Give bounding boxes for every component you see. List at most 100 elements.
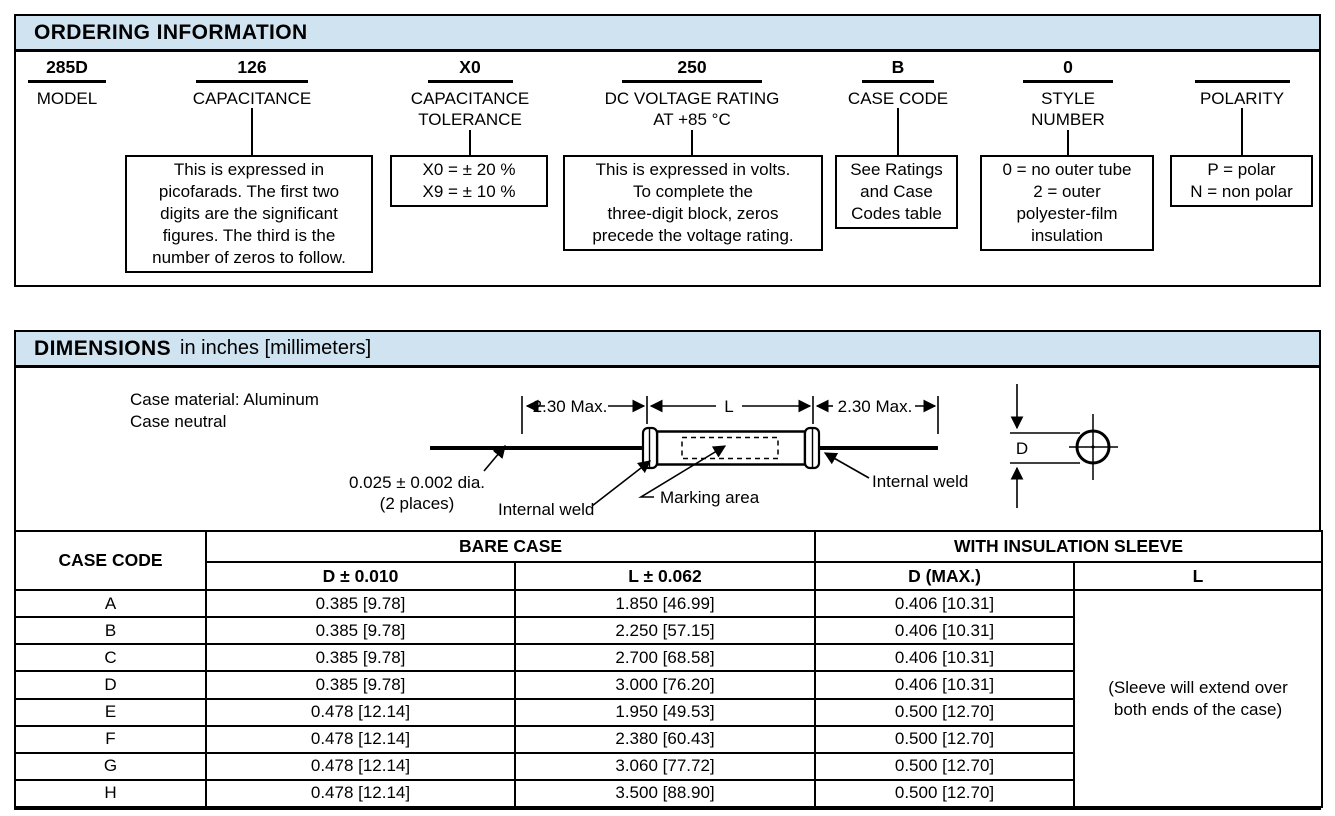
column-label: CASE CODE bbox=[847, 89, 949, 108]
column-label: AT +85 °C bbox=[653, 110, 731, 129]
table-row: C 0.385 [9.78] 2.700 [68.58] 0.406 [10.3… bbox=[14, 643, 1322, 673]
cell-d: 0.385 [9.78] bbox=[205, 670, 516, 700]
column-label: CAPACITANCE bbox=[192, 89, 312, 108]
table-row: D 0.385 [9.78] 3.000 [76.20] 0.406 [10.3… bbox=[14, 670, 1322, 700]
column-label: POLARITY bbox=[1199, 89, 1285, 108]
internal-weld-left-leader bbox=[591, 460, 652, 507]
ordering-column-voltage: 250 DC VOLTAGE RATING AT +85 °C bbox=[577, 57, 807, 130]
table-row: E 0.478 [12.14] 1.950 [49.53] 0.500 [12.… bbox=[14, 697, 1322, 727]
ordering-title: ORDERING INFORMATION bbox=[34, 20, 308, 44]
marking-area-leader bbox=[638, 445, 727, 498]
col-header-d: D ± 0.010 bbox=[205, 561, 516, 591]
marking-area-rect bbox=[681, 436, 779, 460]
code-underline bbox=[28, 80, 106, 83]
d-dimension-label: D bbox=[1016, 439, 1028, 458]
cell-d: 0.478 [12.14] bbox=[205, 697, 516, 727]
ordering-column-tolerance: X0 CAPACITANCE TOLERANCE bbox=[385, 57, 555, 130]
cell-d: 0.478 [12.14] bbox=[205, 724, 516, 754]
connector-line bbox=[469, 130, 471, 155]
cell-case-code: A bbox=[14, 588, 207, 619]
table-row: B 0.385 [9.78] 2.250 [57.15] 0.406 [10.3… bbox=[14, 616, 1322, 646]
capacitor-dimension-diagram: 2.30 Max. L 2.30 Max. 0.025 ± 0.002 dia.… bbox=[349, 384, 1118, 519]
cell-l: 2.380 [60.43] bbox=[513, 724, 817, 754]
cell-dmax: 0.406 [10.31] bbox=[814, 643, 1076, 673]
lead-dia-leader bbox=[483, 445, 506, 472]
cell-l: 1.950 [49.53] bbox=[513, 697, 817, 727]
cell-dmax: 0.500 [12.70] bbox=[814, 751, 1076, 781]
connector-line bbox=[1241, 108, 1243, 155]
group-header-bare-case: BARE CASE bbox=[204, 530, 817, 563]
cell-case-code: G bbox=[14, 751, 207, 781]
ordering-column-capacitance: 126 CAPACITANCE bbox=[162, 57, 342, 109]
cell-case-code: D bbox=[14, 670, 207, 700]
cell-case-code: H bbox=[14, 778, 207, 809]
order-code-capacitance: 126 bbox=[237, 57, 267, 77]
case-material-note: Case material: Aluminum Case neutral bbox=[130, 390, 319, 431]
table-row: H 0.478 [12.14] 3.500 [88.90] 0.500 [12.… bbox=[14, 778, 1322, 809]
tolerance-note-box: X0 = ± 20 % X9 = ± 10 % bbox=[390, 155, 548, 207]
internal-weld-right-label: Internal weld bbox=[872, 472, 968, 491]
order-code-model: 285D bbox=[46, 57, 88, 77]
capacitor-body bbox=[655, 430, 807, 466]
cell-l: 3.500 [88.90] bbox=[513, 778, 817, 809]
capacitance-note-box: This is expressed in picofarads. The fir… bbox=[125, 155, 373, 273]
code-overline bbox=[1194, 80, 1290, 83]
col-header-case-code: CASE CODE bbox=[14, 530, 207, 591]
connector-line bbox=[897, 108, 899, 155]
dim-center-label: L bbox=[724, 397, 733, 416]
cell-dmax: 0.406 [10.31] bbox=[814, 670, 1076, 700]
code-underline bbox=[622, 80, 762, 83]
col-header-l2: L bbox=[1073, 561, 1324, 591]
cell-d: 0.385 [9.78] bbox=[205, 643, 516, 673]
style-note-box: 0 = no outer tube 2 = outer polyester-fi… bbox=[980, 155, 1154, 251]
group-header-sleeve: WITH INSULATION SLEEVE bbox=[814, 530, 1324, 563]
cell-l: 2.700 [68.58] bbox=[513, 643, 817, 673]
cell-case-code: E bbox=[14, 697, 207, 727]
cell-dmax: 0.406 [10.31] bbox=[814, 616, 1076, 646]
cell-l: 3.060 [77.72] bbox=[513, 751, 817, 781]
col-header-dmax: D (MAX.) bbox=[814, 561, 1076, 591]
dim-right-label: 2.30 Max. bbox=[838, 397, 913, 416]
voltage-note-box: This is expressed in volts. To complete … bbox=[563, 155, 823, 251]
crosshair-center-dot bbox=[1091, 445, 1095, 449]
dim-left-label: 2.30 Max. bbox=[533, 397, 608, 416]
cell-case-code: B bbox=[14, 616, 207, 646]
table-row: G 0.478 [12.14] 3.060 [77.72] 0.500 [12.… bbox=[14, 751, 1322, 781]
cell-dmax: 0.406 [10.31] bbox=[814, 588, 1076, 619]
polarity-note-box: P = polar N = non polar bbox=[1170, 155, 1313, 207]
cell-l: 3.000 [76.20] bbox=[513, 670, 817, 700]
column-label: DC VOLTAGE RATING bbox=[604, 89, 780, 108]
code-underline bbox=[862, 80, 934, 83]
dimensions-section: DIMENSIONS in inches [millimeters] Case … bbox=[14, 330, 1324, 810]
code-underline bbox=[196, 80, 308, 83]
table-row: F 0.478 [12.14] 2.380 [60.43] 0.500 [12.… bbox=[14, 724, 1322, 754]
order-code-case: B bbox=[891, 57, 905, 77]
dimensions-header-band: DIMENSIONS in inches [millimeters] bbox=[16, 332, 1319, 368]
lead-diameter-label: 0.025 ± 0.002 dia. bbox=[349, 473, 485, 492]
column-label: TOLERANCE bbox=[418, 110, 522, 129]
col-header-l: L ± 0.062 bbox=[513, 561, 817, 591]
connector-line bbox=[1067, 130, 1069, 155]
cell-case-code: C bbox=[14, 643, 207, 673]
internal-weld-right-leader bbox=[823, 452, 870, 479]
ordering-column-model: 285D MODEL bbox=[17, 57, 117, 109]
order-code-style: 0 bbox=[1063, 57, 1073, 77]
cell-dmax: 0.500 [12.70] bbox=[814, 724, 1076, 754]
column-label: MODEL bbox=[36, 89, 98, 108]
order-code-voltage: 250 bbox=[677, 57, 707, 77]
cell-d: 0.478 [12.14] bbox=[205, 751, 516, 781]
cell-l: 1.850 [46.99] bbox=[513, 588, 817, 619]
ordering-column-case-code: B CASE CODE bbox=[828, 57, 968, 109]
order-code-tolerance: X0 bbox=[459, 57, 481, 77]
dimensions-title: DIMENSIONS bbox=[34, 336, 172, 360]
table-row: A 0.385 [9.78] 1.850 [46.99] 0.406 [10.3… bbox=[14, 588, 1324, 808]
internal-weld-left-label: Internal weld bbox=[498, 500, 594, 519]
cell-case-code: F bbox=[14, 724, 207, 754]
cell-dmax: 0.500 [12.70] bbox=[814, 778, 1076, 809]
column-label: NUMBER bbox=[1031, 110, 1105, 129]
cell-dmax: 0.500 [12.70] bbox=[814, 697, 1076, 727]
case-dimensions-table: CASE CODE BARE CASE WITH INSULATION SLEE… bbox=[14, 530, 1324, 809]
cell-d: 0.385 [9.78] bbox=[205, 616, 516, 646]
cell-l: 2.250 [57.15] bbox=[513, 616, 817, 646]
